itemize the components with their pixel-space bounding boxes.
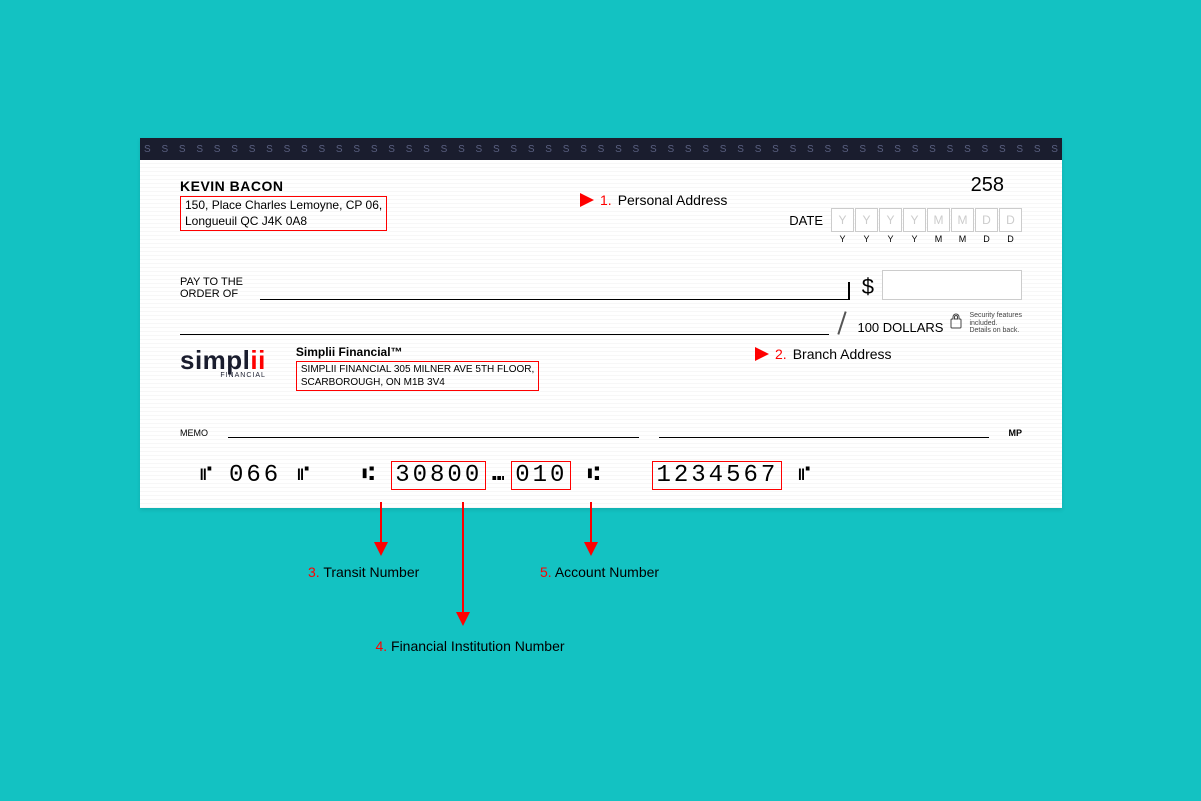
date-hint: Y bbox=[903, 234, 926, 244]
signature-line bbox=[659, 437, 989, 438]
annotation-text: Account Number bbox=[555, 564, 659, 580]
date-hint: Y bbox=[855, 234, 878, 244]
check-top-border: S S S S S S S S S S S S S S S S S S S S … bbox=[140, 138, 1062, 160]
micr-check-code: 066 bbox=[229, 462, 281, 489]
mp-label: MP bbox=[1009, 428, 1023, 438]
bank-info-row: simplii FINANCIAL Simplii Financial™ SIM… bbox=[180, 345, 539, 391]
pay-to-label-line: ORDER OF bbox=[180, 288, 260, 300]
micr-routing-group: 30800 ⑉ 010 bbox=[391, 461, 571, 490]
annotation-number: 3. bbox=[308, 564, 320, 580]
annotation-text: Branch Address bbox=[793, 346, 892, 362]
payee-line bbox=[260, 299, 848, 300]
annotation-number: 2. bbox=[775, 346, 787, 362]
annotation-5: 5. Account Number bbox=[540, 564, 659, 580]
date-cell: M bbox=[927, 208, 950, 232]
micr-dash: ⑉ bbox=[492, 464, 505, 487]
arrow-5 bbox=[590, 502, 592, 554]
date-cell: Y bbox=[903, 208, 926, 232]
personal-address-line: Longueuil QC J4K 0A8 bbox=[185, 214, 382, 230]
arrow-icon bbox=[755, 347, 769, 361]
logo-accent: ii bbox=[250, 345, 265, 375]
date-cell: Y bbox=[879, 208, 902, 232]
security-note: Security features included. Details on b… bbox=[949, 312, 1022, 335]
date-hint: D bbox=[975, 234, 998, 244]
date-hint: Y bbox=[879, 234, 902, 244]
date-format-hint: Y Y Y Y M M D D bbox=[831, 234, 1022, 244]
date-cell: D bbox=[999, 208, 1022, 232]
institution-number-box: 010 bbox=[511, 461, 571, 490]
annotation-number: 5. bbox=[540, 564, 552, 580]
arrow-icon bbox=[580, 193, 594, 207]
logo-text: simpl bbox=[180, 345, 250, 375]
annotation-text: Transit Number bbox=[323, 564, 419, 580]
amount-words-row: 100 DOLLARS Security features included. … bbox=[180, 312, 1022, 335]
check-number: 258 bbox=[971, 174, 1004, 197]
pay-to-row: PAY TO THE ORDER OF $ bbox=[180, 270, 1022, 300]
micr-symbol: ⑈ bbox=[297, 464, 310, 487]
date-row: DATE Y Y Y Y M M D D bbox=[789, 208, 1022, 232]
annotation-number: 4. bbox=[375, 638, 387, 654]
annotation-text: Personal Address bbox=[618, 192, 728, 208]
annotation-number: 1. bbox=[600, 192, 612, 208]
micr-line: ⑈ 066 ⑈ ⑆ 30800 ⑉ 010 ⑆ 1234567 ⑈ bbox=[200, 461, 811, 490]
date-cell: Y bbox=[831, 208, 854, 232]
annotation-4: 4. Financial Institution Number bbox=[370, 634, 570, 659]
branch-address-box: SIMPLII FINANCIAL 305 MILNER AVE 5TH FLO… bbox=[296, 361, 539, 391]
date-cell: D bbox=[975, 208, 998, 232]
date-cells: Y Y Y Y M M D D bbox=[831, 208, 1022, 232]
lock-icon bbox=[949, 313, 963, 334]
micr-symbol: ⑈ bbox=[798, 464, 811, 487]
date-hint: M bbox=[951, 234, 974, 244]
pay-to-label-line: PAY TO THE bbox=[180, 276, 260, 288]
date-cell: M bbox=[951, 208, 974, 232]
security-text: Security features bbox=[969, 312, 1022, 320]
check-body: KEVIN BACON 150, Place Charles Lemoyne, … bbox=[140, 160, 1062, 508]
transit-number-box: 30800 bbox=[391, 461, 486, 490]
dollar-sign: $ bbox=[862, 274, 874, 300]
memo-row: MEMO MP bbox=[180, 428, 1022, 438]
branch-address-line: SIMPLII FINANCIAL 305 MILNER AVE 5TH FLO… bbox=[301, 363, 534, 376]
pay-to-label: PAY TO THE ORDER OF bbox=[180, 276, 260, 300]
amount-words-line bbox=[180, 334, 829, 335]
annotation-text: Financial Institution Number bbox=[391, 638, 565, 654]
personal-address-box: 150, Place Charles Lemoyne, CP 06, Longu… bbox=[180, 196, 387, 231]
bank-text: Simplii Financial™ SIMPLII FINANCIAL 305… bbox=[296, 345, 539, 391]
date-label: DATE bbox=[789, 213, 823, 228]
date-cell: Y bbox=[855, 208, 878, 232]
bank-logo: simplii FINANCIAL bbox=[180, 345, 266, 379]
date-hint: D bbox=[999, 234, 1022, 244]
amount-numeric-box bbox=[882, 270, 1022, 300]
micr-symbol: ⑆ bbox=[587, 464, 600, 487]
annotation-2: 2. Branch Address bbox=[755, 346, 892, 362]
date-hint: M bbox=[927, 234, 950, 244]
personal-address-line: 150, Place Charles Lemoyne, CP 06, bbox=[185, 198, 382, 214]
annotation-1: 1. Personal Address bbox=[580, 192, 727, 208]
dollars-text: 100 DOLLARS bbox=[857, 320, 943, 335]
security-text: Details on back. bbox=[969, 327, 1022, 335]
date-hint: Y bbox=[831, 234, 854, 244]
border-pattern: S S S S S S S S S S S S S S S S S S S S … bbox=[144, 144, 1062, 155]
micr-symbol: ⑆ bbox=[362, 464, 375, 487]
memo-label: MEMO bbox=[180, 428, 208, 438]
bank-name: Simplii Financial™ bbox=[296, 345, 539, 359]
micr-symbol: ⑈ bbox=[200, 464, 213, 487]
branch-address-line: SCARBOROUGH, ON M1B 3V4 bbox=[301, 376, 534, 389]
annotation-3: 3. Transit Number bbox=[308, 564, 419, 580]
arrow-3 bbox=[380, 502, 382, 554]
fraction-slash bbox=[835, 313, 849, 335]
account-number-box: 1234567 bbox=[652, 461, 782, 490]
arrow-4 bbox=[462, 502, 464, 624]
memo-line bbox=[228, 437, 639, 438]
security-text: included. bbox=[969, 320, 1022, 328]
